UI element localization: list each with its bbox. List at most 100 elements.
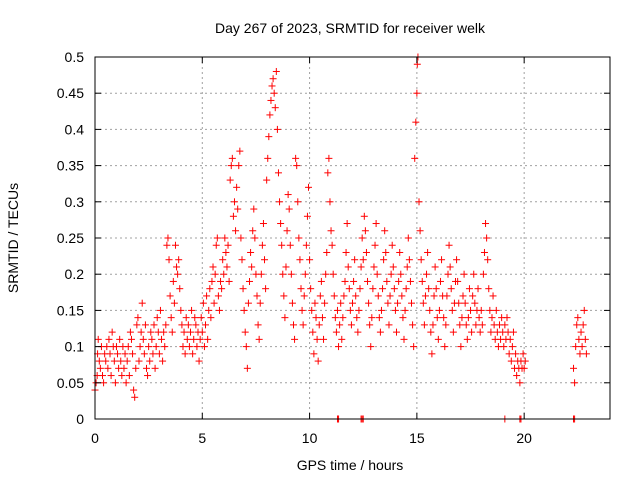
data-point [507,357,515,365]
data-point [164,234,172,242]
data-point [384,299,392,307]
data-point [445,241,453,249]
data-point [303,212,311,220]
data-point [343,220,351,228]
data-point [312,314,320,322]
data-point [167,314,175,322]
data-point [324,169,332,177]
data-point [357,263,365,271]
data-point [130,386,138,394]
data-point [359,256,367,264]
data-point [572,343,580,351]
data-point [328,241,336,249]
data-point [286,241,294,249]
data-point [255,335,263,343]
data-point [351,256,359,264]
data-point [484,256,492,264]
data-point [340,292,348,300]
data-point [316,292,324,300]
data-point [156,306,164,314]
data-point [323,248,331,256]
data-point [294,198,302,206]
data-point [235,162,243,170]
data-point [385,321,393,329]
data-point [465,285,473,293]
data-point [326,198,334,206]
data-point [103,343,111,351]
data-point [335,343,343,351]
data-point [455,299,463,307]
grid-lines [95,57,610,419]
data-point [271,104,279,112]
data-point [337,299,345,307]
data-point [401,306,409,314]
data-point [299,321,307,329]
data-point [263,176,271,184]
data-point [254,321,262,329]
data-point [571,379,579,387]
data-point [277,220,285,228]
data-point [272,67,280,75]
data-point [311,299,319,307]
data-point [117,357,125,365]
data-point [175,256,183,264]
data-point [287,270,295,278]
data-point [195,357,203,365]
data-point [397,270,405,278]
data-point [120,364,128,372]
data-point [410,343,418,351]
data-point [434,335,442,343]
data-point [118,372,126,380]
data-point [331,314,339,322]
data-point [425,285,433,293]
data-point [293,162,301,170]
data-point [443,292,451,300]
data-point [417,256,425,264]
data-point [285,205,293,213]
data-point [376,328,384,336]
data-point [197,314,205,322]
data-point [471,299,479,307]
data-point [576,350,584,358]
axis-ticks: 0 0.05 0.1 0.15 0.2 0.25 0.3 0.35 0.4 0.45 0.5 0 5 10… [57,49,610,446]
data-point [207,314,215,322]
data-point [244,299,252,307]
data-point [375,314,383,322]
data-point [470,270,478,278]
data-point [581,335,589,343]
data-point [228,154,236,162]
data-point [399,314,407,322]
data-point [148,335,156,343]
data-point [206,285,214,293]
data-point [506,335,514,343]
data-point [112,343,120,351]
data-point [225,277,233,285]
data-point [464,314,472,322]
data-point [458,314,466,322]
data-point [94,335,102,343]
data-point [174,270,182,278]
data-point [261,256,269,264]
data-point [396,248,404,256]
data-point [215,306,223,314]
data-point [121,350,129,358]
data-point [155,350,163,358]
data-point [333,306,341,314]
data-point [475,314,483,322]
data-point [492,306,500,314]
data-point [126,328,134,336]
data-point [456,321,464,329]
data-point [463,335,471,343]
data-point [372,220,380,228]
data-point [366,321,374,329]
x-tick-label: 15 [409,430,425,446]
data-point [386,292,394,300]
data-point [383,277,391,285]
data-point [295,234,303,242]
data-point [189,350,197,358]
y-tick-label: 0.4 [65,121,85,137]
data-point [314,357,322,365]
data-point [367,343,375,351]
data-point [387,270,395,278]
data-point [459,292,467,300]
